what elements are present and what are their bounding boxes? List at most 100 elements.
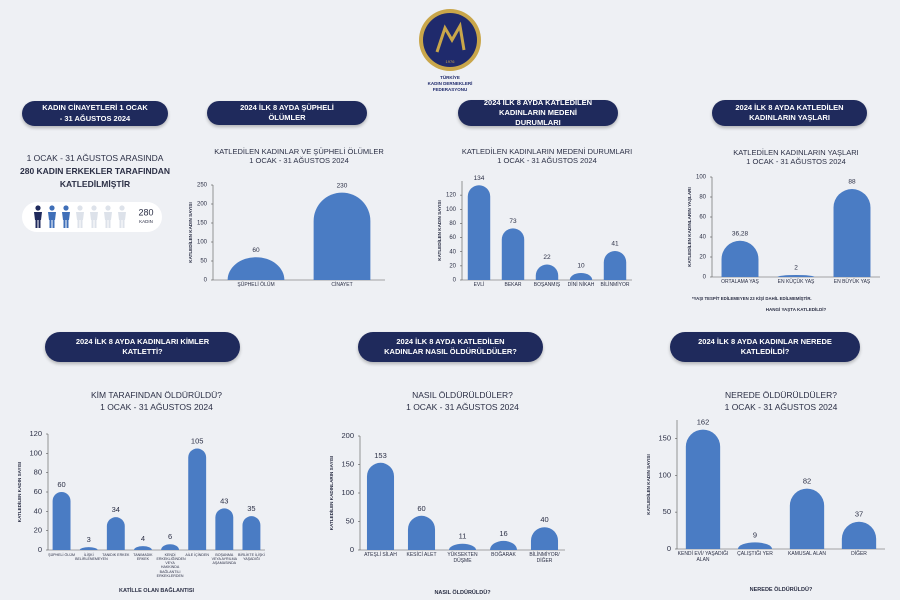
x-tick-label: KESİCİ ALET — [406, 552, 437, 558]
y-tick-label: 150 — [197, 221, 208, 227]
bar — [489, 540, 518, 550]
value-label: 35 — [247, 504, 255, 513]
y-tick-label: 100 — [696, 175, 707, 181]
summary-line: 280 KADIN ERKEKLER TARAFINDAN KATLEDİLMİ… — [19, 165, 171, 189]
value-label: 16 — [499, 529, 507, 538]
y-axis-label: KATLEDİLEN KADINLARIN SAYISI — [328, 456, 334, 531]
chart-subtitle: 1 OCAK - 31 AĞUSTOS 2024 — [746, 157, 846, 166]
value-label: 88 — [848, 179, 856, 186]
summary-line: 1 OCAK - 31 AĞUSTOS ARASINDA — [26, 153, 164, 163]
x-tick-label: BOŞANMA VEYA AYRILMA AŞAMASINDA — [211, 553, 238, 566]
bar — [721, 240, 759, 277]
y-tick-label: 0 — [667, 544, 671, 553]
y-tick-label: 150 — [658, 433, 671, 442]
y-axis-label: KATLEDİLEN KADINLARIN YAŞLARI — [686, 187, 692, 267]
bar — [535, 264, 559, 280]
bar — [685, 429, 721, 549]
logo-text: TÜRKİYE — [440, 74, 460, 80]
x-tick-label: TANIMADIK ERKEK — [133, 553, 153, 562]
bar — [366, 462, 395, 550]
y-tick-label: 20 — [449, 263, 456, 269]
value-label: 6 — [168, 532, 172, 541]
y-axis-label: KATLEDİLEN KADIN SAYISI — [645, 454, 651, 515]
y-tick-label: 60 — [449, 235, 456, 241]
x-tick-label: BİLİNMİYOR — [600, 282, 630, 288]
value-label: 82 — [803, 477, 811, 486]
x-tick-label: EN KÜÇÜK YAŞ — [777, 279, 815, 285]
y-tick-label: 0 — [350, 545, 354, 554]
bar — [448, 543, 477, 550]
chart-subtitle: 1 OCAK - 31 AĞUSTOS 2024 — [406, 402, 519, 412]
bar — [737, 542, 773, 549]
y-tick-label: 200 — [197, 202, 208, 208]
logo-year: 1976 — [446, 59, 456, 64]
x-tick-label: EN BÜYÜK YAŞ — [833, 279, 871, 285]
x-tick-label: ORTALAMA YAŞ — [721, 279, 759, 285]
value-label: 3 — [87, 535, 91, 544]
bar — [215, 508, 234, 550]
bar — [530, 527, 559, 550]
bar — [227, 257, 285, 280]
chart-subtitle: 1 OCAK - 31 AĞUSTOS 2024 — [249, 156, 349, 165]
logo-disc — [423, 13, 477, 67]
x-tick-label: BOŞANMIŞ — [533, 282, 561, 288]
x-tick-label: ŞÜPHELİ ÖLÜM — [237, 282, 275, 288]
logo-figure — [435, 21, 466, 53]
count: 280 — [138, 207, 153, 217]
chart-subtitle: 1 OCAK - 31 AĞUSTOS 2024 — [724, 402, 838, 412]
y-tick-label: 60 — [34, 487, 42, 496]
y-tick-label: 50 — [663, 507, 671, 516]
count-label: KADIN — [139, 219, 153, 224]
value-label: 41 — [611, 241, 619, 248]
bar — [161, 544, 180, 550]
value-label: 105 — [191, 436, 204, 445]
chart-title: KATLEDİLEN KADINLARIN MEDENİ DURUMLARI — [461, 147, 633, 156]
y-tick-label: 40 — [34, 506, 42, 515]
y-tick-label: 100 — [29, 448, 42, 457]
chart-heading: 2024 İLK 8 AYDA ŞÜPHELİ ÖLÜMLER — [207, 101, 367, 125]
y-tick-label: 20 — [34, 526, 42, 535]
y-tick-label: 60 — [699, 215, 706, 221]
y-tick-label: 100 — [658, 470, 671, 479]
bar — [841, 521, 877, 549]
summary-heading: KADIN CİNAYETLERİ 1 OCAK - 31 AĞUSTOS 20… — [22, 101, 168, 126]
bar — [833, 189, 871, 277]
value-label: 10 — [577, 263, 585, 270]
x-tick-label: CİNAYET — [331, 282, 353, 288]
chart-title: KATLEDİLEN KADINLARIN YAŞLARI — [733, 148, 859, 157]
bar — [242, 516, 261, 550]
chart-heading: 2024 İLK 8 AYDA KATLEDİLEN KADINLAR NASI… — [358, 332, 543, 362]
chart-title: NEREDE ÖLDÜRÜLDÜLER? — [725, 390, 837, 400]
y-tick-label: 20 — [699, 255, 706, 261]
summary-text: 1 OCAK - 31 AĞUSTOS ARASINDA 280 KADIN ER… — [10, 152, 180, 190]
bar — [789, 488, 825, 549]
x-tick-label: DİNİ NİKAH — [567, 282, 595, 288]
value-label: 73 — [509, 218, 517, 225]
value-label: 40 — [540, 515, 548, 524]
x-tick-label: AİLE İÇİNDEN — [185, 553, 209, 557]
value-label: 37 — [855, 510, 863, 519]
value-label: 43 — [220, 496, 228, 505]
x-tick-label: EVLİ — [473, 282, 485, 288]
chart-title: NASIL ÖLDÜRÜLDÜLER? — [412, 390, 513, 400]
women-icons — [34, 205, 126, 228]
logo: 1976 TÜRKİYE KADIN DERNEKLERİ FEDERASYON… — [419, 9, 481, 92]
bar — [106, 517, 125, 550]
chart-heading: 2024 İLK 8 AYDA KATLEDİLEN KADINLARIN ME… — [458, 98, 618, 127]
x-tick-label: ŞÜPHELİ ÖLÜM — [48, 553, 75, 557]
x-tick-label: ATEŞLİ SİLAH — [364, 552, 397, 558]
value-label: 2 — [794, 265, 798, 272]
x-tick-label: KAMUSAL ALAN — [788, 551, 826, 557]
y-tick-label: 0 — [453, 278, 457, 284]
value-label: 9 — [753, 530, 757, 539]
value-label: 4 — [141, 534, 145, 543]
y-tick-label: 150 — [341, 459, 354, 468]
bar — [501, 228, 525, 280]
y-tick-label: 100 — [446, 207, 457, 213]
bar — [569, 272, 593, 280]
note: *YAŞI TESPİT EDİLEMEYEN 23 KİŞİ DAHİL ED… — [692, 296, 812, 301]
x-tick-label: BİRLİKTE İLİŞKİ YAŞADIĞI — [238, 553, 265, 562]
bar — [313, 192, 371, 280]
y-tick-label: 80 — [34, 468, 42, 477]
